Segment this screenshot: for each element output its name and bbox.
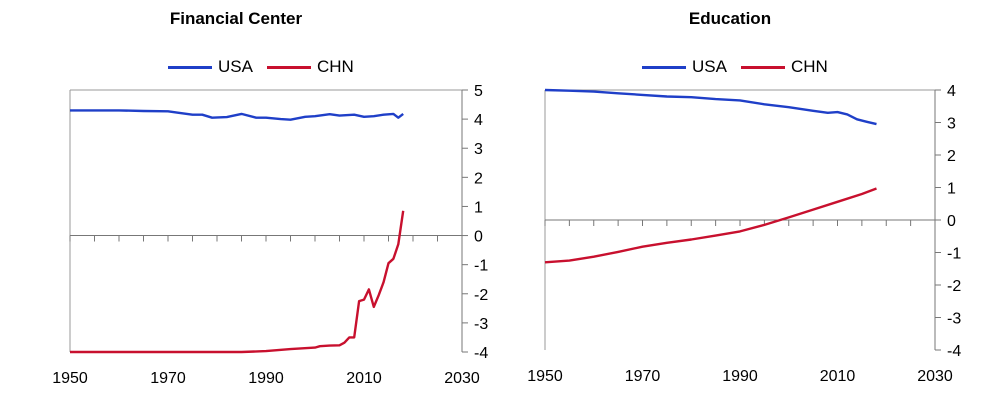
series-line-chn	[70, 210, 405, 354]
x-tick-label: 1990	[248, 370, 284, 387]
x-tick-label: 2030	[917, 368, 953, 385]
y-tick-label: 4	[474, 112, 483, 129]
y-tick-label: -1	[474, 258, 488, 275]
legend-swatch-usa	[168, 65, 212, 69]
y-tick-label: -3	[947, 311, 961, 328]
series-line-chn	[544, 187, 877, 264]
y-tick-label: -4	[474, 345, 488, 362]
x-tick-label: 2010	[820, 368, 856, 385]
legend-swatch-chn	[740, 65, 785, 69]
x-tick-label: 1990	[722, 368, 758, 385]
legend-label-usa: USA	[692, 57, 727, 76]
series-line-usa	[70, 109, 404, 121]
y-tick-label: 1	[474, 199, 483, 216]
chart-title-education: Education	[688, 9, 772, 28]
y-tick-label: 2	[474, 170, 483, 187]
x-tick-label: 2010	[346, 370, 382, 387]
x-tick-label: 1950	[52, 370, 88, 387]
series-line-usa	[544, 88, 877, 126]
y-tick-label: 5	[474, 83, 483, 100]
legend-label-chn: CHN	[316, 57, 354, 76]
legend-swatch-usa	[642, 65, 686, 69]
legend-swatch-chn	[266, 65, 311, 69]
y-tick-label: 3	[947, 116, 956, 133]
legend-label-chn: CHN	[790, 57, 828, 76]
y-tick-label: -3	[474, 316, 488, 333]
chart-panel-financial-center: Financial Center USA CHN 5 4 3 2 1 0 -1 -2 -3 -4 1…	[52, 9, 488, 387]
x-tick-label: 1970	[625, 368, 661, 385]
y-tick-label: -4	[947, 343, 961, 360]
y-tick-label: 2	[947, 148, 956, 165]
legend-label-usa: USA	[218, 57, 253, 76]
legend-education: USA CHN	[642, 57, 842, 77]
x-tick-label: 2030	[444, 370, 480, 387]
chart-education: 4 3 2 1 0 -1 -2 -3 -4 1950 1970 1990 2010 2030	[527, 83, 961, 385]
y-tick-label: 1	[947, 181, 956, 198]
y-tick-label: 0	[947, 213, 956, 230]
legend-item-chn: CHN	[266, 57, 354, 77]
legend-item-chn: CHN	[740, 57, 828, 77]
y-tick-label: -1	[947, 246, 961, 263]
legend-item-usa: USA	[642, 57, 727, 77]
legend-item-usa: USA	[168, 57, 253, 77]
x-tick-label: 1950	[527, 368, 563, 385]
x-tick-label: 1970	[150, 370, 186, 387]
y-tick-label: 3	[474, 141, 483, 158]
y-tick-label: 0	[474, 229, 483, 246]
chart-financial-center: 5 4 3 2 1 0 -1 -2 -3 -4 1950 1970 1990 2010 2030	[52, 83, 488, 387]
legend-financial-center: USA CHN	[168, 57, 368, 77]
chart-panel-education: Education USA CHN 4 3 2 1 0 -1 -2 -3 -4 1950 1970 1…	[500, 0, 996, 410]
y-tick-label: -2	[474, 287, 488, 304]
y-tick-label: 4	[947, 83, 956, 100]
chart-title-financial-center: Financial Center	[169, 9, 303, 28]
y-tick-label: -2	[947, 278, 961, 295]
